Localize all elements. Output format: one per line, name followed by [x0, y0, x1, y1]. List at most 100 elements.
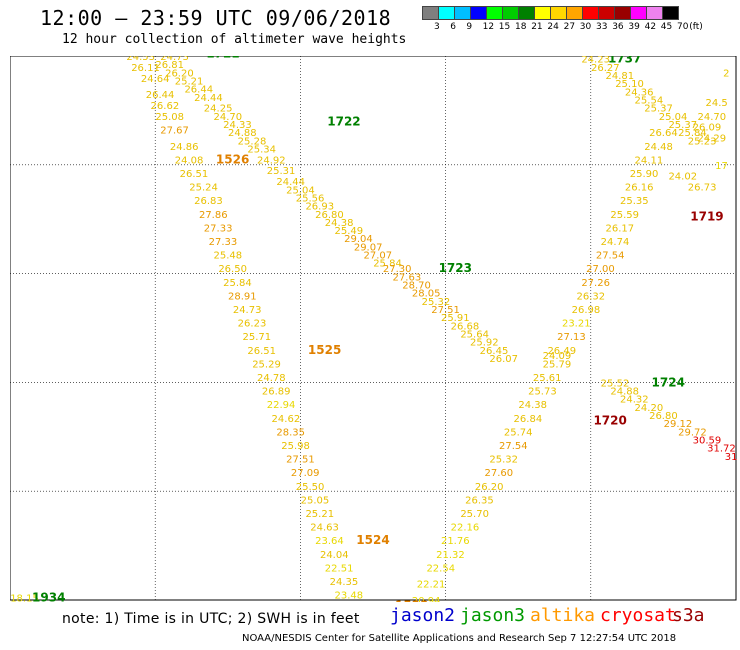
wave-height-value: 25.73	[528, 387, 557, 398]
wave-height-value: 24.44	[276, 177, 305, 188]
wave-height-value: 26.32	[576, 291, 605, 302]
legend-item-jason2: jason2	[390, 605, 456, 626]
wave-height-value: 26.49	[547, 346, 576, 357]
wave-height-value: 25.74	[504, 427, 533, 438]
color-scale-label: 15	[498, 22, 511, 32]
wave-height-value: 25.37	[668, 120, 697, 131]
wave-height-value: 25.90	[630, 169, 659, 180]
color-scale-cell	[486, 6, 503, 20]
wave-height-value: 24.11	[635, 155, 664, 166]
wave-height-value: 25.92	[470, 338, 499, 349]
pass-time-label: 1721	[206, 56, 239, 60]
color-scale-cell	[518, 6, 535, 20]
wave-height-value: 26.80	[315, 210, 344, 221]
wave-height-value: 25.29	[252, 359, 281, 370]
wave-height-value: 25.79	[543, 359, 572, 370]
wave-height-value: 22.16	[451, 523, 480, 534]
wave-height-value: 27.54	[596, 251, 625, 262]
color-scale-label: 36	[612, 22, 624, 32]
wave-height-value: 25.24	[189, 183, 218, 194]
wave-height-value: 25.84	[678, 128, 707, 139]
wave-height-value: 27.26	[581, 278, 610, 289]
wave-height-value: 24.73	[160, 56, 189, 63]
wave-height-map: -50-52-54-56-58-60-135-132-129-126-123-1…	[10, 56, 738, 602]
wave-height-value: 25.71	[243, 332, 272, 343]
color-scale-cell	[534, 6, 551, 20]
pass-time-labels: 1721 1525 1526 1524 1723 1722 1737 1724 1720 1719…	[32, 56, 724, 602]
color-scale-label: 45	[660, 22, 673, 32]
wave-height-value: 27.33	[204, 223, 233, 234]
wave-height-value: 17	[715, 161, 728, 172]
wave-height-value: 27.54	[499, 441, 528, 452]
map-grid	[10, 56, 737, 601]
wave-height-value: 26.93	[305, 202, 334, 213]
wave-height-value: 24.70	[213, 112, 242, 123]
color-scale-cell	[422, 6, 439, 20]
wave-height-value: 24.48	[644, 142, 673, 153]
wave-height-value: 25.21	[305, 509, 334, 520]
wave-height-value: 25.32	[422, 297, 451, 308]
color-scale-label: 3	[434, 22, 440, 32]
wave-height-value: 24.04	[320, 550, 349, 561]
wave-height-value: 25.98	[281, 441, 310, 452]
color-scale-labels: 3 6 9 12 15 18 21 24 27 30 33 36 39 42 45 70 (ft)	[422, 22, 740, 36]
pass-time-label: 1723	[439, 261, 472, 275]
legend-item-altika: altika	[530, 605, 596, 626]
wave-height-value: 31	[725, 452, 738, 463]
wave-height-value: 25.28	[238, 136, 267, 147]
color-scale-label: 27	[563, 22, 576, 32]
units-note: note: 1) Time is in UTC; 2) SWH is in fe…	[62, 611, 360, 627]
page-title: 12:00 — 23:59 UTC 09/06/2018	[40, 6, 392, 30]
wave-height-value: 25.56	[296, 193, 325, 204]
wave-height-value: 26.17	[606, 223, 635, 234]
pass-time-label: 1523	[395, 598, 428, 602]
wave-height-value: 25.64	[460, 329, 489, 340]
wave-height-value: 24.53	[126, 56, 155, 63]
wave-height-value: 26.16	[625, 183, 654, 194]
wave-height-value: 25.05	[301, 495, 330, 506]
wave-height-value: 25.70	[460, 509, 489, 520]
wave-height-value: 24.81	[606, 71, 635, 82]
color-scale-cell	[614, 6, 631, 20]
wave-height-value: 27.63	[393, 272, 422, 283]
pass-time-label: 1722	[327, 114, 360, 128]
color-scale-label: 12	[482, 22, 495, 32]
wave-height-value: 24.38	[518, 400, 547, 411]
wave-height-value: 27.09	[291, 468, 320, 479]
wave-height-value: 24.02	[668, 172, 697, 183]
wave-height-value: 24.62	[272, 414, 301, 425]
wave-height-value: 31.72	[707, 444, 736, 455]
wave-height-value: 22.21	[417, 580, 446, 591]
legend-item-cryosat: cryosat	[600, 605, 676, 626]
wave-height-value: 26.51	[247, 346, 276, 357]
wave-height-value: 24.64	[141, 74, 170, 85]
wave-height-value: 29.04	[344, 234, 373, 245]
wave-height-value: 21.32	[436, 550, 465, 561]
wave-height-value: 26.83	[194, 196, 223, 207]
color-scale-cell	[438, 6, 455, 20]
wave-height-value: 26.73	[688, 183, 717, 194]
wave-height-value: 21.76	[441, 536, 470, 547]
color-scale-label: 39	[628, 22, 640, 32]
wave-height-value: 25.52	[601, 378, 630, 389]
page-subtitle: 12 hour collection of altimeter wave hei…	[62, 32, 407, 47]
wave-height-value: 24.78	[257, 373, 286, 384]
wave-height-value: 27.13	[557, 332, 586, 343]
color-scale-bar	[422, 6, 679, 20]
color-scale-label: 21	[531, 22, 543, 32]
wave-height-value: 25.04	[659, 112, 688, 123]
wave-height-value: 27.86	[199, 210, 228, 221]
wave-height-value: 24.32	[620, 395, 649, 406]
wave-height-value: 23.48	[334, 591, 363, 602]
color-scale-label: 24	[547, 22, 559, 32]
wave-height-value: 24.29	[697, 134, 726, 145]
wave-height-value: 24.20	[635, 403, 664, 414]
wave-height-value: 24.09	[543, 351, 572, 362]
wave-height-value: 26.44	[184, 85, 213, 96]
wave-height-value: 25.23	[688, 136, 717, 147]
wave-height-value: 26.81	[155, 60, 184, 71]
wave-height-value: 25.48	[213, 251, 242, 262]
wave-height-value: 26.23	[238, 319, 267, 330]
color-scale-label: 33	[596, 22, 608, 32]
wave-height-value: 27.00	[586, 264, 615, 275]
